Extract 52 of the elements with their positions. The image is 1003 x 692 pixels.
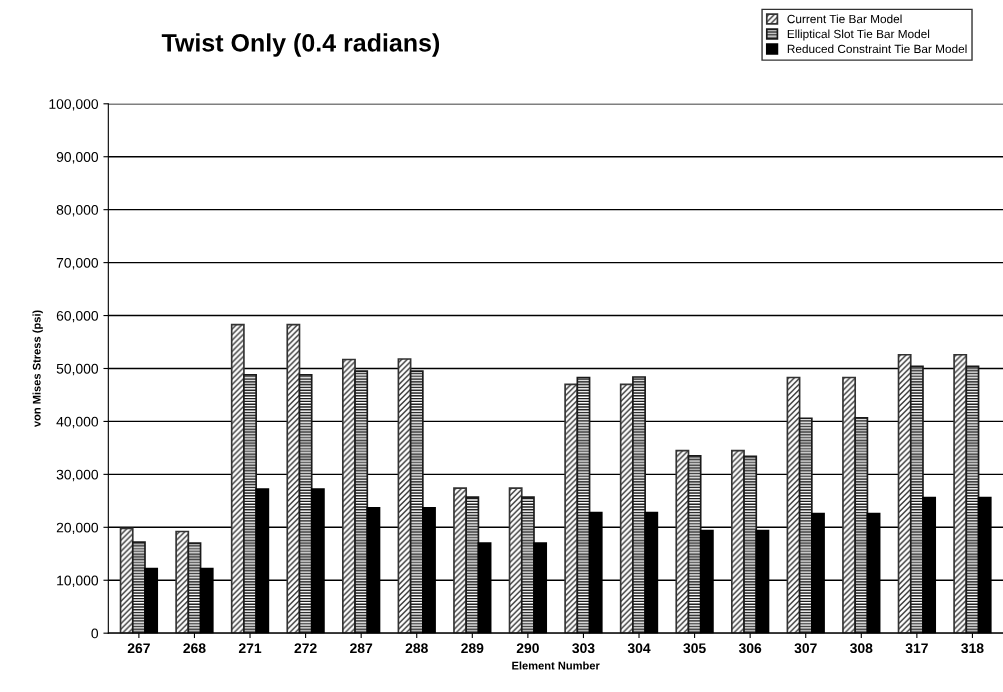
bar xyxy=(520,496,535,634)
x-tick-label: 318 xyxy=(961,643,984,654)
x-tick-label: 271 xyxy=(238,643,262,653)
bar xyxy=(409,370,424,634)
y-tick-label: 80,000 xyxy=(56,205,99,217)
bar xyxy=(298,374,313,634)
y-tick-label: 0 xyxy=(91,628,99,639)
y-tick-label: 20,000 xyxy=(56,522,99,535)
y-tick-label: 40,000 xyxy=(56,416,99,429)
x-tick-label: 268 xyxy=(183,643,206,654)
y-tick-label: 90,000 xyxy=(56,152,99,164)
x-axis-title: Element Number xyxy=(512,661,600,670)
bar xyxy=(965,365,980,634)
bar xyxy=(687,455,702,634)
y-tick-label: 100,000 xyxy=(49,99,99,111)
y-tick-label: 30,000 xyxy=(56,469,99,482)
x-tick-label: 288 xyxy=(405,643,428,654)
y-tick-label: 10,000 xyxy=(57,575,99,588)
bar xyxy=(576,376,591,634)
x-tick-label: 287 xyxy=(350,643,373,654)
x-tick-label: 267 xyxy=(127,643,150,654)
x-tick-label: 303 xyxy=(572,643,595,654)
y-tick-label: 70,000 xyxy=(56,257,99,270)
chart-title: Twist Only (0.4 radians) xyxy=(161,33,440,57)
x-tick-label: 308 xyxy=(850,643,873,654)
bar xyxy=(632,376,646,634)
bar xyxy=(675,449,690,634)
y-tick-label: 50,000 xyxy=(56,363,99,376)
bar xyxy=(854,416,869,634)
x-tick-label: 272 xyxy=(294,643,317,653)
x-tick-label: 290 xyxy=(516,643,539,654)
bar xyxy=(743,455,758,634)
bar xyxy=(465,496,480,634)
legend-label: Reduced Constraint Tie Bar Model xyxy=(787,44,967,54)
bar xyxy=(175,530,190,634)
x-tick-label: 307 xyxy=(794,643,817,654)
x-tick-label: 304 xyxy=(627,643,651,654)
x-tick-label: 317 xyxy=(905,643,928,654)
bar xyxy=(354,370,369,634)
bar xyxy=(243,374,257,634)
x-tick-label: 305 xyxy=(683,643,706,654)
x-tick-label: 306 xyxy=(738,643,762,654)
y-axis-title: von Mises Stress (psi) xyxy=(32,310,43,428)
bar xyxy=(909,365,924,634)
bar xyxy=(564,383,579,634)
bar xyxy=(131,541,146,634)
legend-label: Current Tie Bar Model xyxy=(787,14,902,24)
bar xyxy=(286,323,301,634)
legend-label: Elliptical Slot Tie Bar Model xyxy=(787,29,930,41)
bar xyxy=(798,417,813,634)
y-tick-label: 60,000 xyxy=(56,310,99,323)
x-tick-label: 289 xyxy=(461,643,484,654)
